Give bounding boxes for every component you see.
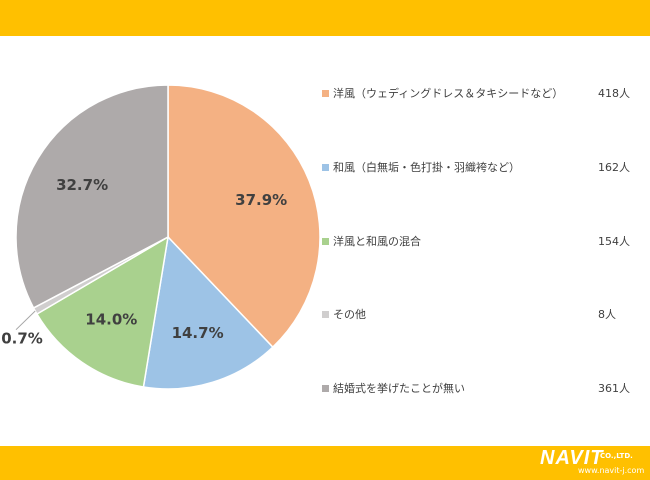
legend-item: その他 8人 <box>322 307 632 323</box>
legend-count: 162人 <box>598 161 630 174</box>
bottom-banner <box>0 446 650 480</box>
pie-slice <box>167 84 321 349</box>
logo-wordmark: NAVIT <box>540 447 604 469</box>
legend-count: 154人 <box>598 235 630 248</box>
pie-slice <box>35 235 169 388</box>
pie-slice <box>15 84 169 309</box>
legend-swatch <box>322 90 329 97</box>
logo-company-suffix: CO.,LTD. <box>600 452 633 460</box>
legend-label: 和風（白無垢・色打掛・羽織袴など） <box>333 161 520 174</box>
legend-count: 361人 <box>598 382 630 395</box>
logo-url: www.navit-j.com <box>578 466 645 475</box>
legend-count: 8人 <box>598 308 616 321</box>
pie-slice <box>142 235 274 390</box>
legend-item: 洋風（ウェディングドレス＆タキシードなど） 418人 <box>322 86 632 102</box>
legend-label: 結婚式を挙げたことが無い <box>333 382 465 395</box>
chart-legend: 洋風（ウェディングドレス＆タキシードなど） 418人 和風（白無垢・色打掛・羽織… <box>322 0 642 446</box>
legend-item: 洋風と和風の混合 154人 <box>322 234 632 250</box>
legend-item: 和風（白無垢・色打掛・羽織袴など） 162人 <box>322 160 632 176</box>
navit-logo: NAVIT CO.,LTD. www.navit-j.com <box>540 447 645 479</box>
pie-chart: 37.9% 14.7% 14.0% 0.7% 32.7% <box>1 84 321 390</box>
legend-swatch <box>322 238 329 245</box>
slice-leader-line <box>15 310 36 331</box>
slice-percent-label: 37.9% <box>235 191 287 209</box>
legend-label: 洋風（ウェディングドレス＆タキシードなど） <box>333 87 564 100</box>
legend-label: その他 <box>333 308 366 321</box>
slice-percent-label: 14.0% <box>85 311 137 329</box>
slice-percent-label: 0.7% <box>1 330 43 348</box>
legend-swatch <box>322 385 329 392</box>
legend-swatch <box>322 311 329 318</box>
top-banner <box>0 0 650 36</box>
slice-percent-label: 14.7% <box>172 324 224 342</box>
legend-count: 418人 <box>598 87 630 100</box>
legend-swatch <box>322 164 329 171</box>
slice-percent-label: 32.7% <box>56 176 108 194</box>
legend-item: 結婚式を挙げたことが無い 361人 <box>322 381 632 397</box>
legend-label: 洋風と和風の混合 <box>333 235 421 248</box>
